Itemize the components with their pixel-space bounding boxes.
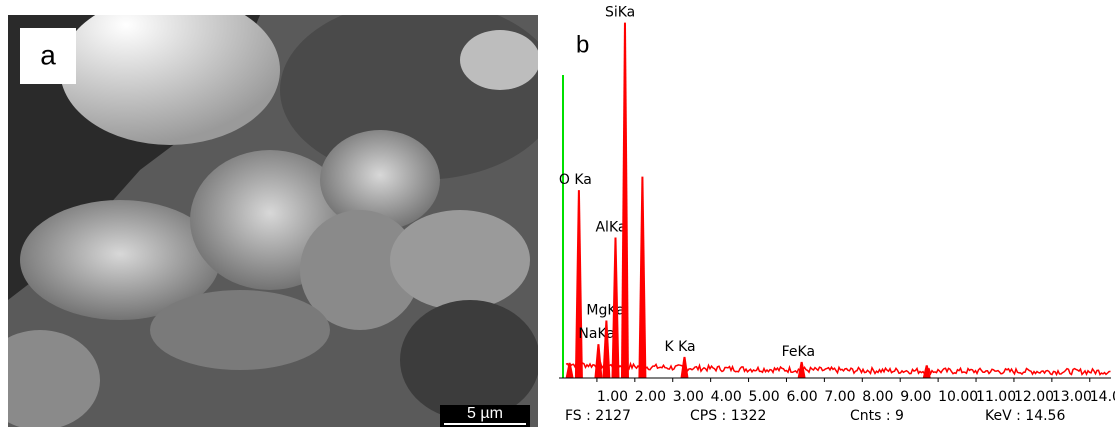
x-tick-label: 10.00 — [938, 389, 978, 405]
peak — [638, 176, 647, 378]
x-tick-label: 4.00 — [711, 389, 742, 405]
peak-label: K Ka — [664, 339, 695, 355]
panel-label: a — [40, 39, 56, 70]
peak-label: SiKa — [605, 5, 635, 21]
x-tick-label: 9.00 — [900, 389, 931, 405]
peak — [594, 344, 603, 378]
peak — [574, 190, 583, 378]
peak — [565, 362, 574, 378]
peak — [797, 361, 806, 378]
x-tick-label: 5.00 — [749, 389, 780, 405]
peak-label: NaKa — [578, 326, 615, 342]
scale-bar-label: 5 µm — [467, 405, 503, 422]
peak-label: O Ka — [559, 172, 592, 188]
x-tick-label: 7.00 — [824, 389, 855, 405]
footer-text: FS : 2127 — [565, 408, 631, 424]
x-tick-label: 11.00 — [976, 389, 1016, 405]
sem-image: a 5 µm — [8, 15, 538, 427]
peak — [611, 237, 620, 378]
panel-label: b — [576, 31, 589, 58]
background-noise — [565, 360, 1111, 377]
x-tick-label: 13.00 — [1052, 389, 1092, 405]
x-tick-label: 8.00 — [862, 389, 893, 405]
peak — [680, 356, 689, 378]
peak-label: FeKa — [782, 344, 815, 360]
peak-label: AlKa — [595, 220, 626, 236]
footer-text: KeV : 14.56 — [985, 408, 1065, 424]
peak — [922, 365, 931, 378]
x-tick-label: 12.00 — [1014, 389, 1054, 405]
x-tick-label: 3.00 — [673, 389, 704, 405]
peak — [620, 22, 629, 378]
peak — [602, 320, 611, 378]
footer-text: CPS : 1322 — [690, 408, 766, 424]
x-tick-label: 2.00 — [635, 389, 666, 405]
x-tick-label: 14.00 — [1090, 389, 1115, 405]
x-tick-label: 6.00 — [786, 389, 817, 405]
x-tick-label: 1.00 — [597, 389, 628, 405]
footer-text: Cnts : 9 — [850, 408, 904, 424]
peak-label: MgKa — [586, 302, 624, 318]
